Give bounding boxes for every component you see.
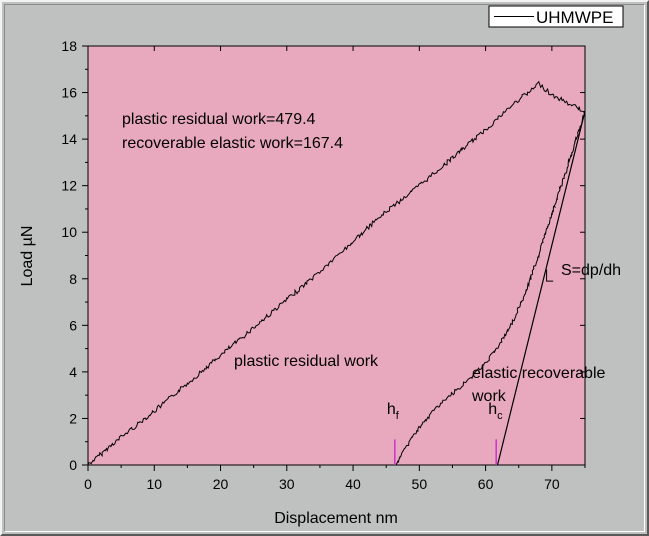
y-tick-label: 14 — [61, 131, 77, 147]
x-tick-label: 30 — [279, 476, 295, 492]
annotation-elastic-recoverable-line1: elastic recoverable — [472, 365, 606, 382]
annotation-stiffness-slope: S=dp/dh — [561, 262, 621, 279]
x-tick-label: 40 — [345, 476, 361, 492]
x-tick-label: 0 — [84, 476, 92, 492]
y-tick-label: 10 — [61, 224, 77, 240]
x-axis: 0 10 20 30 40 50 60 70 — [84, 46, 586, 492]
marker-label-main: h — [488, 401, 497, 418]
y-tick-label: 18 — [61, 38, 77, 54]
legend-box — [488, 5, 624, 28]
marker-label-subscript: f — [396, 410, 400, 422]
stiffness-tangent-line — [496, 111, 586, 466]
series-uhmwpe-loading-line — [87, 80, 586, 466]
y-tick-label: 12 — [61, 178, 77, 194]
y-axis-title: Load µN — [19, 226, 36, 287]
slope-triangle-marker — [546, 269, 554, 282]
x-tick-label: 60 — [478, 476, 494, 492]
x-tick-label: 20 — [213, 476, 229, 492]
y-axis: 0 2 4 6 8 10 12 14 16 18 — [61, 38, 585, 473]
chart-window-bevel — [4, 4, 645, 532]
x-tick-label: 10 — [146, 476, 162, 492]
x-tick-label: 50 — [412, 476, 428, 492]
annotation-plastic-residual-work-value: plastic residual work=479.4 — [122, 111, 316, 128]
annotation-recoverable-elastic-work-value: recoverable elastic work=167.4 — [122, 135, 343, 152]
y-tick-label: 4 — [69, 364, 77, 380]
y-tick-label: 0 — [69, 457, 77, 473]
marker-hc-label: hc — [488, 401, 503, 422]
depth-markers: hf hc — [387, 401, 503, 465]
marker-label-main: h — [387, 401, 396, 418]
annotation-plastic-residual-work-region: plastic residual work — [234, 353, 379, 370]
marker-hf-label: hf — [387, 401, 400, 422]
annotation-elastic-recoverable-line2: work — [471, 388, 507, 405]
y-tick-label: 8 — [69, 271, 77, 287]
y-tick-label: 16 — [61, 85, 77, 101]
x-tick-label: 70 — [544, 476, 560, 492]
legend: UHMWPE — [488, 5, 624, 28]
y-tick-label: 6 — [69, 317, 77, 333]
marker-label-subscript: c — [497, 410, 503, 422]
legend-label-uhmwpe: UHMWPE — [536, 8, 613, 27]
x-axis-title: Displacement nm — [274, 510, 398, 527]
y-tick-label: 2 — [69, 410, 77, 426]
series-uhmwpe-unloading-line — [395, 110, 586, 466]
